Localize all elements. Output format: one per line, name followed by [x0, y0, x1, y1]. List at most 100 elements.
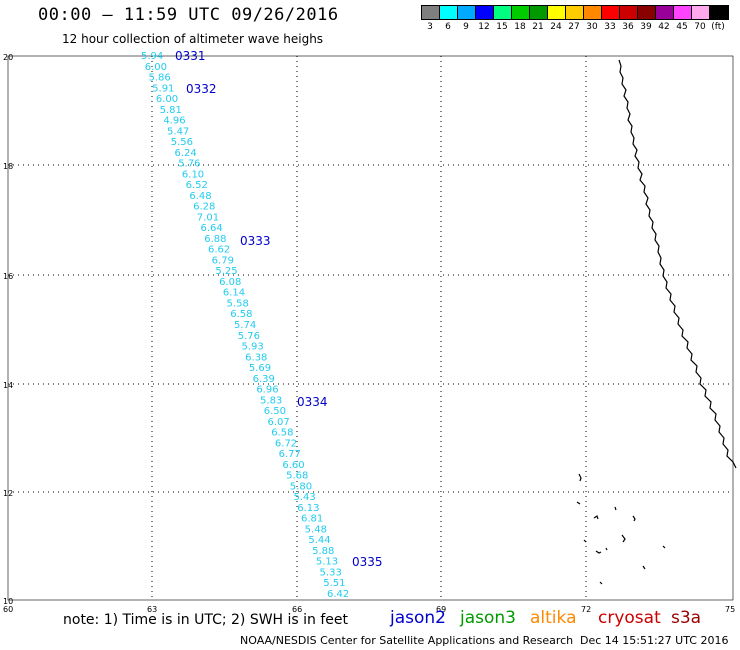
wave-height-value: 6.81 — [301, 514, 323, 525]
legend-swatch — [602, 6, 620, 19]
wave-height-value: 5.91 — [152, 83, 174, 94]
latitude-tick-label: 20 — [3, 53, 13, 62]
longitude-tick-label: 66 — [292, 605, 302, 614]
color-legend: 3 6 9 12 15 18 21 24 27 30 33 36 39 42 45 70 (ft) — [421, 5, 729, 32]
wave-height-value: 5.68 — [286, 471, 308, 482]
legend-label: 30 — [586, 22, 598, 32]
wave-height-value: 5.33 — [320, 567, 342, 578]
wave-height-value: 5.94 — [141, 51, 163, 62]
pass-time-label: 0335 — [352, 555, 383, 569]
wave-height-value: 6.10 — [182, 169, 204, 180]
wave-height-track: 5.946.005.865.916.005.814.965.475.566.24… — [141, 51, 349, 600]
latitude-tick-label: 14 — [3, 381, 13, 390]
wave-height-value: 6.96 — [256, 385, 278, 396]
islands — [576, 473, 666, 585]
legend-swatch — [530, 6, 548, 19]
map-frame — [7, 55, 734, 601]
wave-height-value: 6.07 — [267, 417, 289, 428]
legend-label: 9 — [463, 22, 469, 32]
wave-height-value: 5.83 — [260, 395, 282, 406]
wave-height-value: 5.76 — [238, 331, 260, 342]
wave-height-value: 6.39 — [253, 374, 275, 385]
wave-height-value: 6.28 — [193, 202, 215, 213]
longitude-tick-label: 63 — [147, 605, 157, 614]
wave-height-value: 7.01 — [197, 212, 219, 223]
legend-label: (ft) — [711, 22, 725, 32]
coastline — [618, 59, 737, 469]
legend-swatch — [674, 6, 692, 19]
legend-label: 18 — [514, 22, 526, 32]
legend-label: 3 — [427, 22, 433, 32]
legend-swatch — [620, 6, 638, 19]
legend-swatch — [476, 6, 494, 19]
wave-height-value: 6.08 — [219, 277, 241, 288]
latitude-tick-label: 16 — [3, 272, 13, 281]
legend-swatch — [512, 6, 530, 19]
legend-swatch — [566, 6, 584, 19]
wave-height-value: 6.13 — [297, 503, 319, 514]
pass-time-label: 0334 — [297, 395, 328, 409]
pass-time-label: 0331 — [175, 49, 206, 63]
legend-label: 45 — [676, 22, 688, 32]
wave-height-value: 6.14 — [223, 288, 245, 299]
wave-height-value: 6.52 — [186, 180, 208, 191]
legend-label: 42 — [658, 22, 670, 32]
note-text: note: 1) Time is in UTC; 2) SWH is in fe… — [63, 612, 349, 628]
longitude-tick-label: 75 — [725, 605, 735, 614]
wave-height-value: 6.60 — [282, 460, 304, 471]
wave-height-value: 5.51 — [323, 578, 345, 589]
legend-swatch — [440, 6, 458, 19]
longitude-tick-label: 72 — [581, 605, 591, 614]
longitude-tick-label: 60 — [3, 605, 13, 614]
credit-text: NOAA/NESDIS Center for Satellite Applica… — [240, 634, 574, 647]
satellite-s3a-label: s3a — [671, 608, 702, 628]
legend-label: 33 — [604, 22, 616, 32]
longitude-tick-label: 69 — [436, 605, 446, 614]
legend-label: 24 — [550, 22, 562, 32]
pass-labels: 0331 0332 0333 0334 0335 — [175, 49, 383, 569]
wave-height-value: 5.93 — [241, 342, 263, 353]
wave-height-value: 6.50 — [264, 406, 286, 417]
wave-height-value: 5.43 — [294, 492, 316, 503]
map-title: 00:00 – 11:59 UTC 09/26/2016 — [38, 5, 339, 25]
wave-height-value: 5.13 — [316, 557, 338, 568]
wave-height-value: 4.96 — [163, 116, 185, 127]
wave-height-value: 6.00 — [156, 94, 178, 105]
legend-labels: 3 6 9 12 15 18 21 24 27 30 33 36 39 42 45 70 (ft) — [421, 22, 729, 32]
latitude-tick-label: 10 — [3, 597, 13, 606]
legend-swatch — [584, 6, 602, 19]
wave-height-value: 6.38 — [245, 352, 267, 363]
wave-height-value: 6.88 — [204, 234, 226, 245]
wave-height-value: 6.00 — [145, 62, 167, 73]
wave-height-value: 6.58 — [230, 309, 252, 320]
legend-swatch — [548, 6, 566, 19]
legend-label: 21 — [532, 22, 544, 32]
latitude-tick-label: 18 — [3, 162, 13, 171]
legend-swatch — [638, 6, 656, 19]
legend-swatches — [421, 5, 729, 20]
legend-swatch — [458, 6, 476, 19]
graticule — [8, 56, 733, 600]
satellite-jason3-label: jason3 — [460, 608, 516, 628]
wave-height-value: 5.56 — [171, 137, 193, 148]
wave-height-value: 6.77 — [279, 449, 301, 460]
wave-height-value: 6.24 — [174, 148, 196, 159]
wave-height-value: 5.58 — [227, 298, 249, 309]
wave-height-value: 5.74 — [234, 320, 256, 331]
satellite-jason2-label: jason2 — [390, 608, 446, 628]
wave-height-value: 6.72 — [275, 438, 297, 449]
map-subtitle: 12 hour collection of altimeter wave hei… — [62, 32, 324, 46]
wave-height-value: 6.62 — [208, 245, 230, 256]
legend-swatch — [710, 6, 728, 19]
legend-label: 70 — [694, 22, 706, 32]
legend-label: 12 — [478, 22, 490, 32]
axis-tick-labels: 60 63 66 69 72 75 20 18 16 14 12 10 — [3, 53, 735, 614]
legend-label: 6 — [445, 22, 451, 32]
wave-height-value: 5.88 — [312, 546, 334, 557]
wave-height-value: 6.64 — [201, 223, 223, 234]
wave-height-value: 5.86 — [148, 73, 170, 84]
wave-height-value: 5.47 — [167, 126, 189, 137]
wave-height-value: 5.69 — [249, 363, 271, 374]
wave-height-value: 5.76 — [178, 159, 200, 170]
